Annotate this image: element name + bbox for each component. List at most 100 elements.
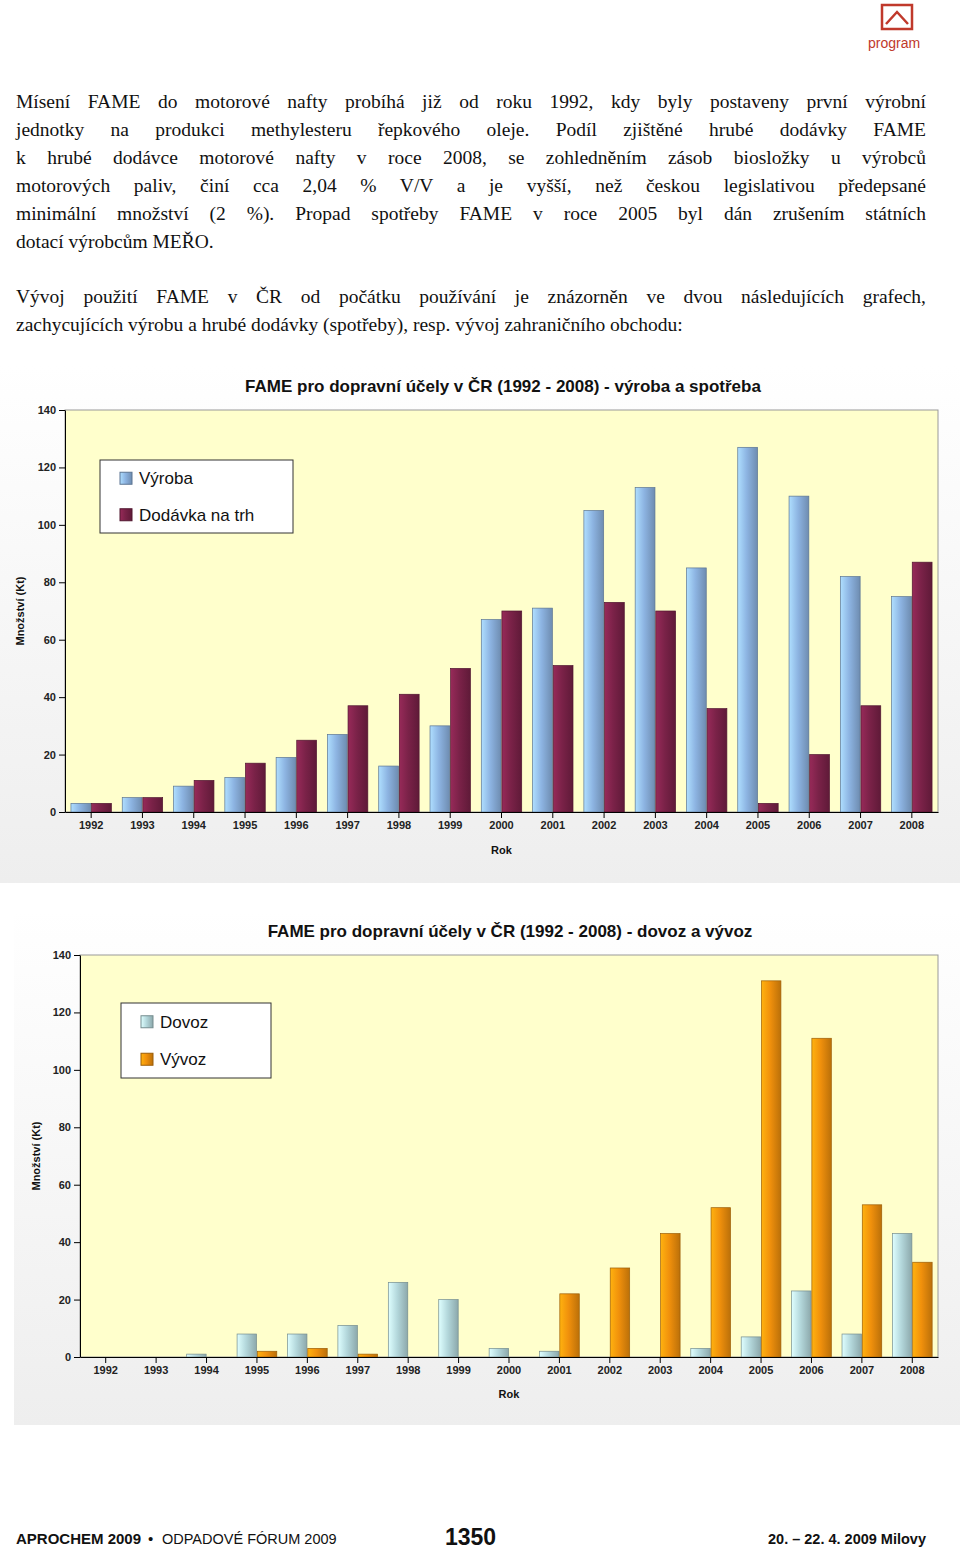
tick-mark — [59, 812, 65, 813]
tick-label: 2004 — [698, 1364, 723, 1376]
bar — [610, 1268, 629, 1357]
tick-mark — [74, 1070, 80, 1071]
bar — [439, 1300, 458, 1357]
tick-mark — [655, 812, 656, 818]
series — [71, 447, 911, 812]
bar — [892, 1234, 911, 1357]
tick-label: 2002 — [598, 1364, 622, 1376]
tick: 1998 — [396, 1357, 420, 1376]
tick-mark — [59, 697, 65, 698]
footer-middle: ODPADOVÉ FÓRUM 2009 — [162, 1531, 337, 1547]
legend-swatch — [120, 472, 132, 484]
bar — [553, 666, 573, 812]
tick: 2006 — [797, 812, 821, 831]
tick: 2004 — [698, 1357, 723, 1376]
tick-mark — [458, 1357, 459, 1363]
tick-label: 100 — [38, 519, 56, 531]
bar — [287, 1334, 306, 1357]
bar — [892, 597, 912, 812]
tick-label: 1995 — [233, 819, 257, 831]
tick-label: 60 — [44, 634, 56, 646]
bar — [691, 1348, 710, 1357]
tick-mark — [809, 812, 810, 818]
legend: Výroba Dodávka na trh — [100, 460, 293, 533]
tick: 2005 — [749, 1357, 773, 1376]
tick-mark — [245, 812, 246, 818]
text-line: k hrubé dodávce motorové nafty v roce 20… — [16, 144, 926, 172]
bars — [71, 447, 932, 812]
paragraph: Vývoj použití FAME v ČR od počátku použí… — [16, 283, 926, 339]
tick: 2004 — [694, 812, 719, 831]
tick: 20 — [44, 749, 65, 761]
tick-label: 1995 — [245, 1364, 269, 1376]
bar — [187, 1354, 206, 1357]
tick: 2003 — [643, 812, 667, 831]
tick-mark — [59, 410, 65, 411]
tick-label: 2005 — [749, 1364, 773, 1376]
tick: 0 — [50, 806, 65, 818]
tick-label: 2008 — [900, 1364, 924, 1376]
bar — [143, 798, 163, 812]
tick-label: 1996 — [295, 1364, 319, 1376]
bar — [502, 611, 522, 812]
bar — [810, 755, 830, 812]
tick-label: 20 — [44, 749, 56, 761]
bar — [640, 1357, 659, 1358]
tick: 1997 — [335, 812, 359, 831]
bar — [451, 668, 471, 812]
tick: 2002 — [598, 1357, 622, 1376]
bar — [257, 1351, 276, 1357]
bar — [388, 1282, 407, 1357]
tick-mark — [761, 1357, 762, 1363]
bar — [842, 1334, 861, 1357]
tick-mark — [256, 1357, 257, 1363]
bar — [194, 780, 214, 812]
tick: 2007 — [850, 1357, 874, 1376]
tick: 1996 — [295, 1357, 319, 1376]
legend-label: Dodávka na trh — [139, 506, 254, 525]
tick-mark — [74, 1012, 80, 1013]
tick-mark — [74, 1185, 80, 1186]
bar — [136, 1357, 155, 1358]
plot-area — [65, 410, 938, 812]
tick-label: 40 — [44, 691, 56, 703]
tick: 1994 — [194, 1357, 219, 1376]
bar — [308, 1348, 327, 1357]
tick-label: 1998 — [396, 1364, 420, 1376]
y-axis: 020406080100120140 — [38, 404, 66, 818]
tick: 140 — [38, 404, 65, 416]
tick-label: 140 — [53, 949, 71, 961]
text-line: minimální množství (2 %). Propad spotřeb… — [16, 200, 926, 228]
bars — [187, 981, 932, 1357]
bar — [862, 1205, 881, 1357]
tick-label: 1994 — [194, 1364, 219, 1376]
tick-label: 20 — [59, 1294, 71, 1306]
bar — [661, 1234, 680, 1357]
bar — [604, 602, 624, 812]
y-axis: 020406080100120140 — [53, 949, 81, 1363]
bar — [122, 798, 142, 812]
tick: 1995 — [245, 1357, 269, 1376]
bar — [540, 1351, 559, 1357]
y-axis-title: Množství (Kt) — [30, 1121, 42, 1190]
bar — [584, 511, 604, 813]
tick-label: 1997 — [335, 819, 359, 831]
bar — [792, 1291, 811, 1357]
legend-box — [121, 1003, 271, 1078]
bar — [86, 1357, 105, 1358]
legend-label: Výroba — [139, 469, 193, 488]
tick-mark — [296, 812, 297, 818]
program-icon — [882, 5, 912, 29]
footer-separator: • — [148, 1530, 153, 1547]
footer-right: 20. – 22. 4. 2009 Milovy — [768, 1531, 926, 1547]
tick-mark — [307, 1357, 308, 1363]
tick: 2001 — [541, 812, 565, 831]
tick-label: 2002 — [592, 819, 616, 831]
tick-mark — [74, 1357, 80, 1358]
tick-mark — [59, 755, 65, 756]
bar — [225, 778, 245, 812]
bar — [348, 706, 368, 812]
tick: 60 — [59, 1179, 80, 1191]
tick-mark — [450, 812, 451, 818]
chart-title: FAME pro dopravní účely v ČR (1992 - 200… — [245, 377, 761, 396]
